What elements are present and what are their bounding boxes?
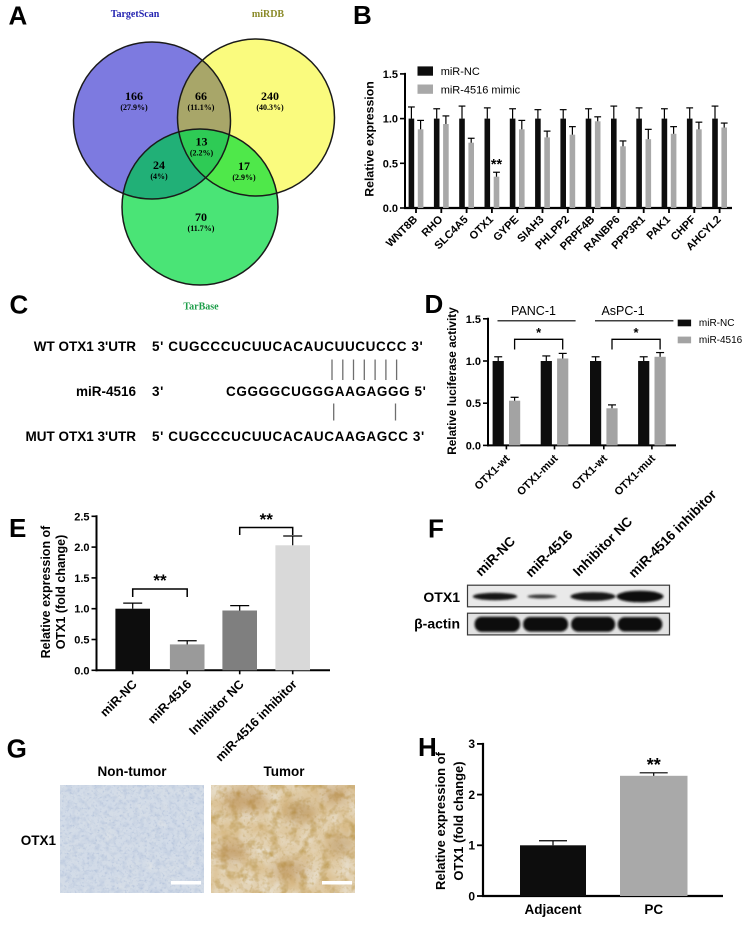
svg-text:**: **: [647, 755, 661, 775]
svg-text:166: 166: [125, 89, 143, 103]
svg-text:miRDB: miRDB: [252, 9, 285, 20]
svg-text:Adjacent: Adjacent: [524, 902, 582, 917]
svg-text:OTX1 (fold change): OTX1 (fold change): [451, 761, 466, 880]
svg-text:Relative expression: Relative expression: [363, 81, 377, 197]
svg-text:*: *: [536, 325, 542, 340]
svg-text:3': 3': [152, 384, 164, 399]
svg-text:A: A: [9, 1, 28, 31]
svg-text:(40.3%): (40.3%): [256, 103, 284, 112]
svg-text:OTX1 (fold change): OTX1 (fold change): [54, 535, 68, 650]
svg-text:0.0: 0.0: [466, 440, 481, 452]
svg-text:C: C: [10, 290, 29, 320]
svg-text:PANC-1: PANC-1: [511, 304, 556, 318]
svg-text:3: 3: [468, 737, 475, 751]
svg-text:D: D: [425, 289, 444, 319]
svg-text:70: 70: [195, 210, 207, 224]
svg-text:*: *: [634, 325, 640, 340]
svg-text:TargetScan: TargetScan: [111, 9, 160, 20]
svg-text:0.0: 0.0: [74, 665, 89, 677]
svg-text:1.5: 1.5: [74, 573, 89, 585]
svg-text:2: 2: [468, 788, 475, 802]
svg-text:miR-NC: miR-NC: [699, 318, 735, 329]
svg-text:MUT OTX1 3'UTR: MUT OTX1 3'UTR: [26, 429, 137, 444]
svg-text:5' CUGCCCUCUUCACAUCUUCUCCC 3': 5' CUGCCCUCUUCACAUCUUCUCCC 3': [152, 339, 423, 354]
svg-text:1.5: 1.5: [383, 69, 398, 81]
svg-text:OTX1: OTX1: [21, 833, 57, 848]
svg-text:1.0: 1.0: [466, 356, 481, 368]
svg-text:miR-4516: miR-4516: [699, 335, 743, 346]
svg-text:1: 1: [468, 839, 475, 853]
svg-text:5' CUGCCCUCUUCACAUCAAGAGCC 3': 5' CUGCCCUCUUCACAUCAAGAGCC 3': [152, 429, 425, 444]
svg-text:1.5: 1.5: [466, 314, 481, 326]
svg-text:0.5: 0.5: [74, 635, 89, 647]
svg-text:Relative luciferase activity: Relative luciferase activity: [445, 307, 459, 455]
svg-text:1.0: 1.0: [74, 604, 89, 616]
svg-text:CGGGGCUGGGAAGAGGG 5': CGGGGCUGGGAAGAGGG 5': [226, 384, 426, 399]
svg-text:66: 66: [195, 89, 207, 103]
svg-text:0: 0: [468, 889, 475, 903]
svg-text:β-actin: β-actin: [414, 616, 460, 632]
svg-text:Tumor: Tumor: [264, 764, 306, 779]
svg-text:**: **: [153, 571, 167, 590]
svg-text:17: 17: [238, 159, 250, 173]
svg-text:(27.9%): (27.9%): [120, 103, 148, 112]
svg-text:(11.7%): (11.7%): [188, 224, 215, 233]
svg-text:E: E: [9, 513, 26, 543]
svg-text:(4%): (4%): [150, 172, 168, 181]
svg-text:AsPC-1: AsPC-1: [601, 304, 644, 318]
svg-text:0.0: 0.0: [383, 203, 398, 215]
svg-text:TarBase: TarBase: [183, 302, 219, 313]
svg-text:13: 13: [196, 135, 208, 149]
svg-text:F: F: [428, 514, 444, 544]
svg-text:Relative expression of: Relative expression of: [433, 751, 448, 890]
svg-text:B: B: [353, 0, 372, 30]
svg-text:miR-4516 mimic: miR-4516 mimic: [441, 84, 521, 96]
svg-text:24: 24: [153, 158, 165, 172]
svg-text:Relative expression of: Relative expression of: [39, 525, 53, 659]
svg-text:(2.9%): (2.9%): [232, 173, 256, 182]
svg-text:**: **: [491, 157, 503, 173]
svg-text:miR-4516: miR-4516: [76, 384, 137, 399]
svg-text:PC: PC: [644, 902, 663, 917]
svg-text:240: 240: [261, 89, 279, 103]
svg-text:(11.1%): (11.1%): [188, 103, 215, 112]
svg-text:0.5: 0.5: [383, 158, 398, 170]
svg-text:WT OTX1 3'UTR: WT OTX1 3'UTR: [34, 339, 136, 354]
svg-text:G: G: [7, 734, 27, 764]
svg-text:1.0: 1.0: [383, 114, 398, 126]
svg-text:2.0: 2.0: [74, 542, 89, 554]
svg-text:(2.2%): (2.2%): [190, 149, 214, 158]
svg-text:**: **: [260, 510, 274, 529]
svg-text:miR-NC: miR-NC: [441, 66, 480, 78]
svg-text:0.5: 0.5: [466, 398, 481, 410]
svg-text:2.5: 2.5: [74, 511, 89, 523]
svg-text:OTX1: OTX1: [423, 589, 460, 605]
svg-text:H: H: [418, 732, 437, 762]
svg-text:Non-tumor: Non-tumor: [98, 764, 168, 779]
